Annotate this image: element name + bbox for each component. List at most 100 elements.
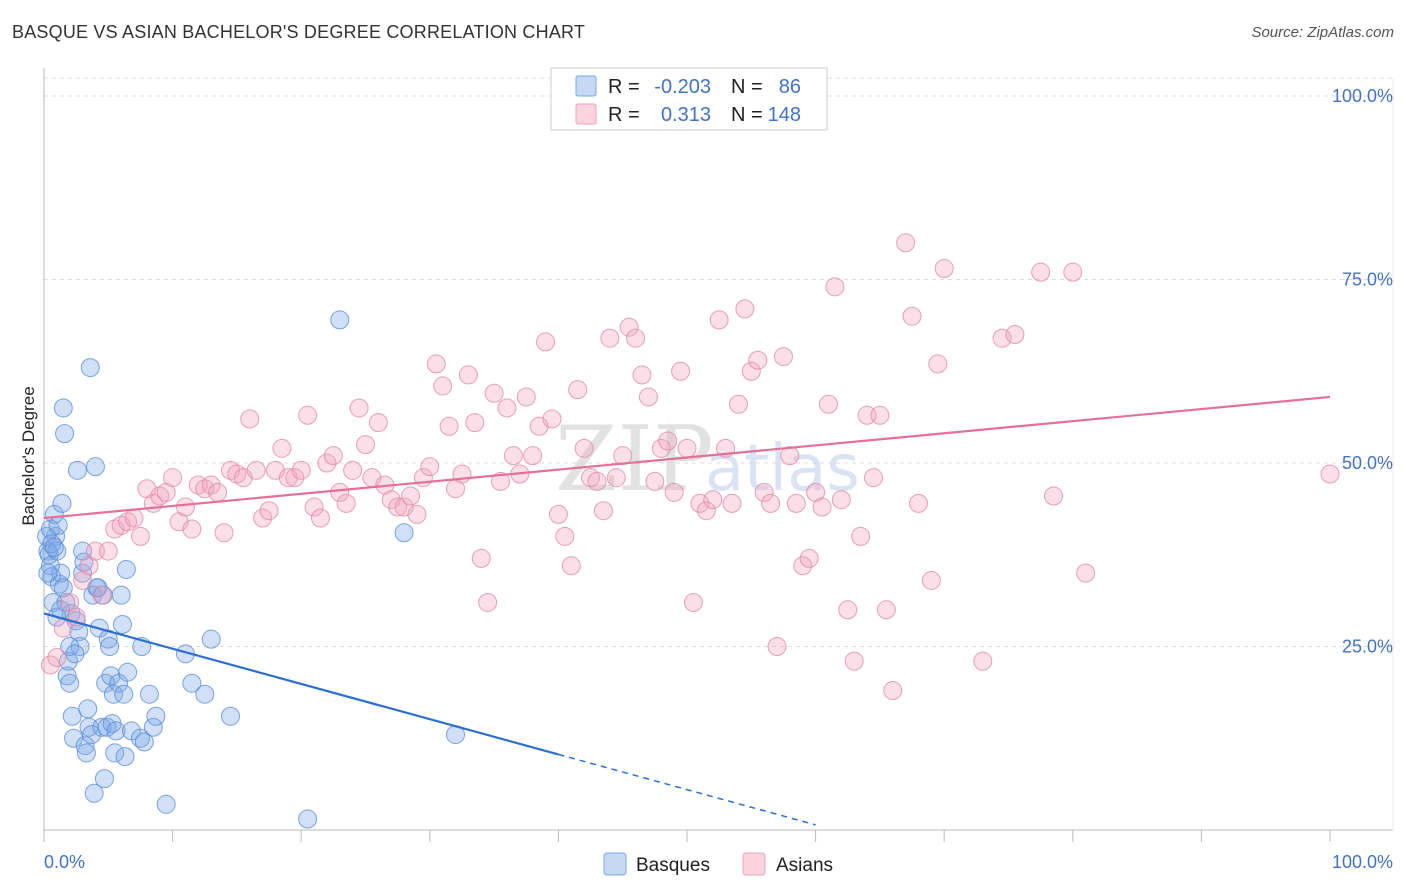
basques-point-58: [130, 728, 150, 748]
asians-point-78: [542, 409, 562, 429]
asians-point-86: [593, 501, 613, 521]
asians-point-139: [992, 328, 1012, 348]
asians-point-84: [581, 468, 601, 488]
basques-point-75: [38, 563, 58, 583]
basques-point-63: [146, 706, 166, 726]
asians-point-145: [1320, 464, 1340, 484]
asians-point-109: [741, 361, 761, 381]
asians-point-25: [201, 475, 221, 495]
trend-lines: [43, 395, 1331, 826]
asians-point-122: [825, 277, 845, 297]
asians-point-91: [626, 328, 646, 348]
basques-point-67: [195, 684, 215, 704]
asians-point-1: [47, 648, 67, 668]
asians-point-117: [793, 556, 813, 576]
asians-point-123: [831, 490, 851, 510]
asians-point-56: [401, 486, 421, 506]
asians-point-79: [548, 504, 568, 524]
basques-point-71: [330, 310, 350, 330]
asians-point-12: [118, 512, 138, 532]
asians-point-9: [98, 541, 118, 561]
asians-r-value: 0.313: [661, 104, 711, 126]
series-legend: Basques Asians: [603, 852, 833, 876]
asians-point-43: [317, 453, 337, 473]
asians-point-144: [1076, 563, 1096, 583]
asians-point-120: [812, 497, 832, 517]
asians-point-57: [407, 504, 427, 524]
asians-point-34: [259, 501, 279, 521]
asians-point-138: [973, 651, 993, 671]
watermark-zip: ZIP: [555, 407, 714, 512]
asians-point-61: [433, 376, 453, 396]
basques-n-value: 86: [779, 76, 801, 98]
asians-point-113: [767, 637, 787, 656]
basques-r-label: R =: [608, 76, 640, 98]
asians-point-14: [130, 526, 150, 546]
asians-point-74: [516, 387, 536, 407]
basques-point-16: [60, 673, 80, 693]
asians-point-140: [1005, 325, 1025, 345]
basques-point-31: [82, 725, 102, 745]
asians-point-59: [420, 457, 440, 477]
asians-point-49: [356, 435, 375, 455]
basques-point-55: [116, 559, 136, 579]
asians-point-13: [124, 508, 144, 528]
asians-point-100: [683, 592, 703, 612]
basques-point-68: [201, 629, 221, 649]
asians-point-137: [934, 258, 954, 278]
basques-point-12: [55, 424, 75, 444]
axes: [43, 68, 1394, 842]
asians-point-125: [844, 651, 864, 671]
basques-point-49: [106, 721, 126, 741]
asians-point-67: [471, 548, 491, 568]
asians-point-19: [163, 468, 183, 488]
basques-point-48: [105, 743, 125, 763]
asians-point-47: [343, 460, 363, 480]
asians-point-87: [600, 328, 620, 348]
y-tick-label-1: 50.0%: [1342, 453, 1393, 473]
legend-asians-swatch: [742, 852, 766, 876]
asians-point-29: [227, 464, 247, 484]
asians-point-129: [870, 405, 890, 425]
basques-point-54: [115, 747, 135, 767]
asians-point-8: [92, 585, 112, 605]
basques-point-33: [84, 783, 104, 803]
asians-point-66: [465, 413, 485, 433]
asians-point-101: [690, 493, 710, 513]
basques-point-66: [182, 673, 202, 693]
basques-point-80: [48, 515, 68, 535]
asians-point-92: [632, 365, 652, 385]
asians-point-103: [703, 490, 723, 510]
asians-point-118: [799, 548, 819, 568]
asians-point-24: [195, 479, 215, 499]
basques-point-15: [58, 651, 78, 671]
gridlines: [44, 77, 1393, 647]
asians-point-108: [735, 299, 755, 319]
basques-n-label: N =: [731, 76, 763, 98]
basques-point-77: [42, 534, 62, 554]
asians-point-99: [677, 438, 697, 458]
asians-point-26: [208, 482, 228, 502]
asians-point-32: [246, 460, 266, 480]
asians-point-107: [728, 394, 748, 414]
asians-point-36: [272, 438, 292, 458]
asians-point-133: [902, 306, 922, 326]
asians-point-45: [330, 482, 350, 502]
basques-point-60: [134, 732, 154, 752]
basques-point-51: [111, 585, 131, 605]
basques-point-61: [139, 684, 159, 704]
asians-point-80: [555, 526, 575, 546]
asians-n-label: N =: [731, 104, 763, 126]
basques-point-14: [57, 666, 77, 686]
basques-point-47: [103, 684, 123, 704]
asians-r-label: R =: [608, 104, 640, 126]
basques-point-28: [78, 699, 98, 719]
basques-point-70: [298, 809, 318, 829]
asians-point-71: [497, 398, 517, 418]
x-tick-label-min: 0.0%: [44, 852, 85, 872]
asians-point-22: [182, 519, 202, 539]
asians-point-68: [478, 592, 498, 612]
y-tick-label-0: 25.0%: [1342, 637, 1393, 657]
basques-point-30: [80, 358, 100, 378]
asians-point-121: [818, 394, 838, 414]
